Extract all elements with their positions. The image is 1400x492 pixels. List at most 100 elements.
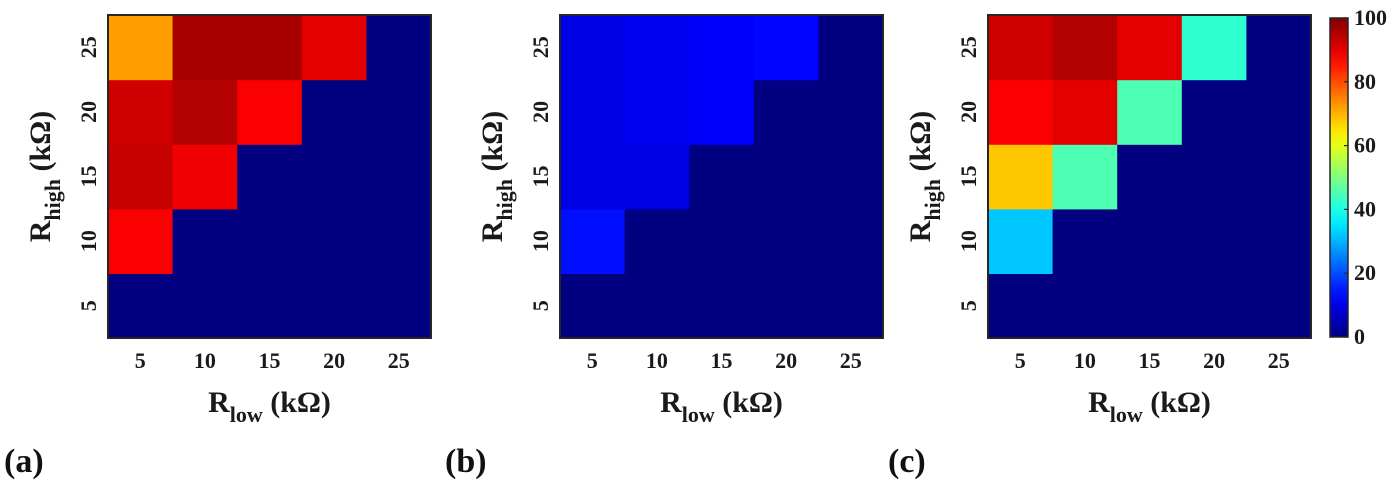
x-tick-label: 5 [1015,348,1026,373]
heatmap-cell [172,79,238,145]
heatmap-cell [988,273,1054,339]
heatmap-cell [301,144,367,210]
x-tick-label: 10 [646,348,668,373]
heatmap-cell [1181,15,1247,81]
heatmap-cell [237,144,303,210]
y-tick-label: 25 [76,36,101,58]
heatmap-cell [1052,144,1118,210]
colorbar-gradient [1330,18,1348,337]
heatmap-cell [753,208,819,274]
x-tick-label: 25 [840,348,862,373]
heatmap-cell [988,79,1054,145]
heatmap-cell [108,15,174,81]
panel-label: (a) [4,443,44,480]
heatmap-cell [1117,208,1183,274]
heatmap-cell [172,144,238,210]
x-tick-label: 15 [711,348,733,373]
plot-frame [987,14,1312,339]
y-tick-label: 15 [956,166,981,188]
heatmap-panel-3: 5 10 15 20 25 5 10 15 20 25 Rlow (kΩ) Rhigh (kΩ) (c) [888,14,1312,480]
heatmap-cell [624,144,690,210]
y-tick-label: 15 [76,166,101,188]
heatmap-cell [237,273,303,339]
heatmap-cell [301,15,367,81]
x-axis-label: Rlow (kΩ) [660,386,783,427]
heatmap-cell [624,208,690,274]
heatmap-cell [1052,273,1118,339]
heatmap-cell [624,273,690,339]
heatmap-cell [108,208,174,274]
heatmap-cell [1246,15,1312,81]
colorbar-tick-label: 40 [1354,196,1376,221]
heatmap-cell [560,15,626,81]
x-tick-label: 25 [1268,348,1290,373]
y-tick-label: 15 [528,166,553,188]
heatmap-cell [818,144,884,210]
heatmap-cell [237,208,303,274]
heatmap-cell [1117,144,1183,210]
colorbar-tick-label: 100 [1354,5,1387,30]
heatmap-cell [624,15,690,81]
heatmap-cell [753,144,819,210]
x-axis-label: Rlow (kΩ) [1088,386,1211,427]
y-tick-label: 5 [76,300,101,311]
heatmap-cell [988,208,1054,274]
heatmap-cell [818,15,884,81]
x-tick-label: 10 [1074,348,1096,373]
heatmap-cell [560,273,626,339]
x-tick-label: 20 [1203,348,1225,373]
x-tick-label: 20 [775,348,797,373]
x-tick-label: 15 [1139,348,1161,373]
heatmap-cell [1181,79,1247,145]
heatmap-cell [366,79,432,145]
x-tick-label: 25 [388,348,410,373]
heatmap-cell [366,208,432,274]
heatmap-panels: 5 10 15 20 25 5 10 15 20 25 Rlow (kΩ) Rhigh (kΩ) (a)… [4,14,1312,480]
y-tick-label: 5 [956,300,981,311]
heatmap-cell [1246,208,1312,274]
y-axis-label: Rhigh (kΩ) [904,111,945,242]
heatmap-cell [1181,208,1247,274]
heatmap-cell [818,273,884,339]
colorbar-tick-label: 20 [1354,260,1376,285]
heatmap-cell [237,15,303,81]
heatmap-cell [1052,15,1118,81]
y-tick-label: 10 [956,230,981,252]
heatmap-cell [1246,79,1312,145]
heatmap-cell [689,144,755,210]
y-axis-label: Rhigh (kΩ) [476,111,517,242]
heatmap-cell [1052,79,1118,145]
heatmap-cell [818,79,884,145]
x-tick-label: 5 [135,348,146,373]
heatmap-cell [1117,15,1183,81]
colorbar-tick-label: 0 [1354,324,1365,349]
colorbar-frame [1329,17,1349,338]
heatmap-cell [172,208,238,274]
heatmap-cell [560,144,626,210]
colorbar: 0 20 40 60 80 100 [1329,5,1387,349]
heatmap-cell [624,79,690,145]
heatmap-cell [108,144,174,210]
heatmap-panel-2: 5 10 15 20 25 5 10 15 20 25 Rlow (kΩ) Rhigh (kΩ) (b) [445,14,884,480]
heatmap-cell [237,79,303,145]
y-tick-label: 20 [76,101,101,123]
x-tick-label: 20 [323,348,345,373]
heatmap-cell [560,79,626,145]
heatmap-cell [988,144,1054,210]
y-axis-label: Rhigh (kΩ) [24,111,65,242]
y-tick-label: 20 [956,101,981,123]
heatmap-cell [689,273,755,339]
y-tick-label: 10 [76,230,101,252]
heatmap-cell [689,79,755,145]
heatmap-cell [366,15,432,81]
heatmap-cell [988,15,1054,81]
heatmap-cell [366,273,432,339]
y-tick-label: 10 [528,230,553,252]
y-tick-label: 5 [528,300,553,311]
colorbar-tick-label: 80 [1354,69,1376,94]
heatmap-cell [1181,273,1247,339]
y-tick-label: 20 [528,101,553,123]
plot-frame [107,14,432,339]
x-tick-label: 15 [259,348,281,373]
